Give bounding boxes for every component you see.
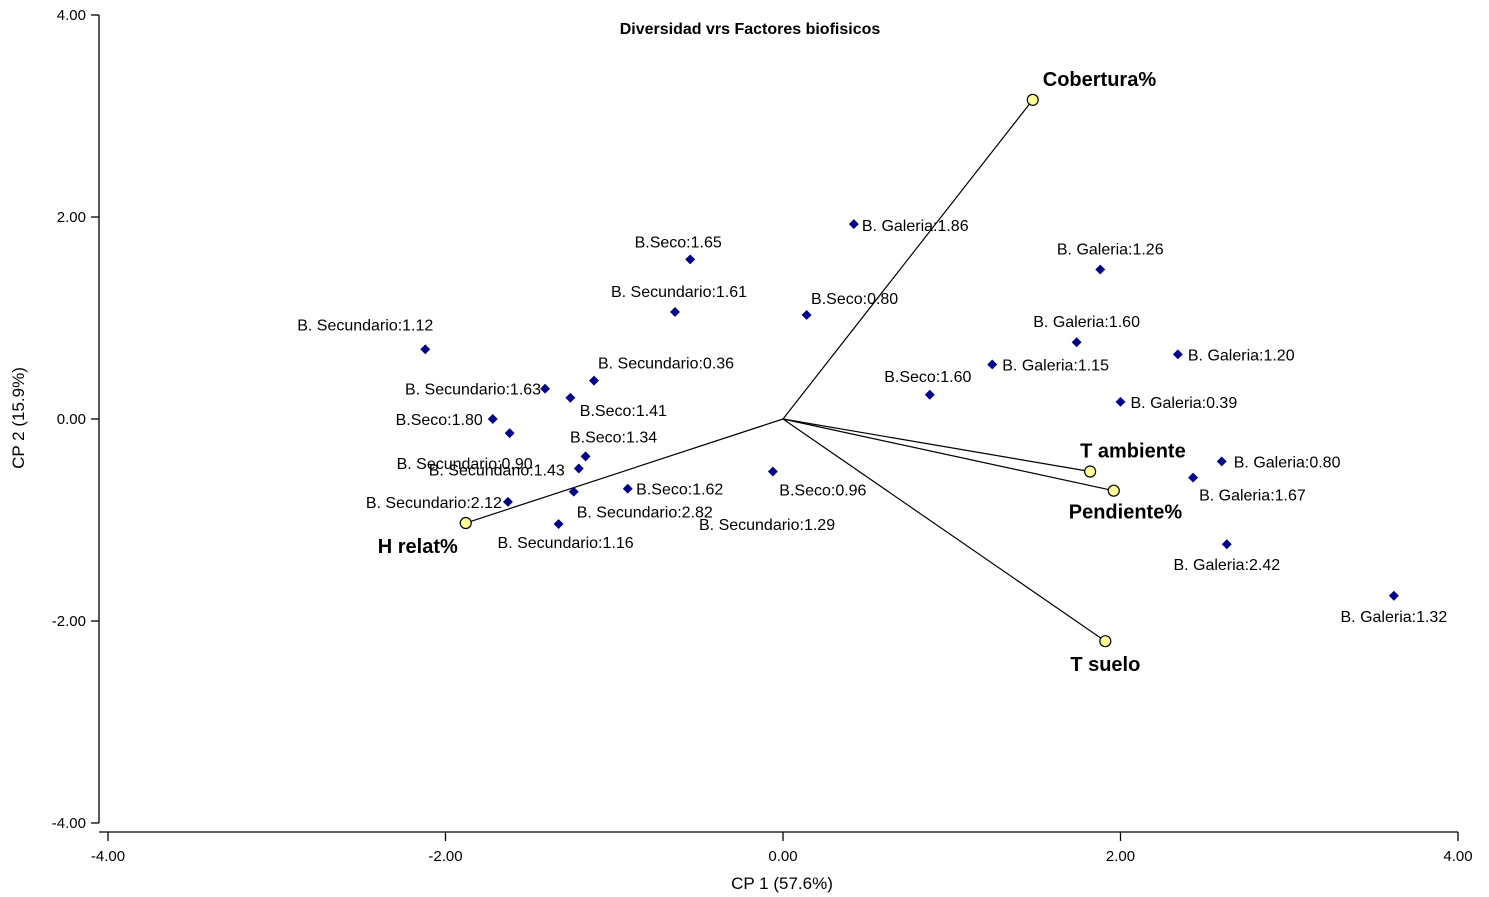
data-point-label: B. Galeria:1.32 bbox=[1341, 609, 1448, 626]
vector-line bbox=[782, 418, 1114, 492]
x-tick-label: 4.00 bbox=[1443, 848, 1472, 865]
vector-endpoint bbox=[1099, 635, 1112, 648]
data-point bbox=[573, 463, 584, 474]
data-point-label: B. Galeria:1.67 bbox=[1199, 488, 1306, 505]
data-point bbox=[1172, 349, 1183, 360]
data-point bbox=[848, 219, 859, 230]
vector-label: H relat% bbox=[378, 536, 458, 558]
data-point-label: B.Seco:0.96 bbox=[779, 483, 866, 500]
data-point-label: B.Seco:1.34 bbox=[570, 429, 657, 446]
data-point bbox=[589, 375, 599, 386]
data-point-label: B. Secundario:2.82 bbox=[577, 505, 713, 522]
data-point-label: B.Seco:0.80 bbox=[811, 291, 898, 308]
data-point-label: B. Galeria:2.42 bbox=[1173, 557, 1280, 574]
vector-endpoint bbox=[1084, 465, 1097, 478]
data-point bbox=[1115, 396, 1126, 407]
chart-title: Diversidad vrs Factores biofisicos bbox=[620, 21, 881, 38]
y-axis-title: CP 2 (15.9%) bbox=[9, 367, 28, 469]
data-point bbox=[568, 486, 579, 497]
data-point bbox=[1388, 590, 1399, 601]
data-point-label: B. Galeria:0.80 bbox=[1234, 454, 1341, 471]
data-point-label: B. Secundario:2.12 bbox=[366, 495, 502, 512]
x-ticks: -4.00 -2.00 0.00 2.00 4.00 bbox=[91, 832, 1473, 865]
data-point-label: B. Secundario:1.12 bbox=[297, 317, 433, 334]
data-point-label: B.Seco:1.60 bbox=[884, 369, 971, 386]
axes bbox=[98, 15, 1458, 833]
x-axis-title: CP 1 (57.6%) bbox=[731, 874, 833, 893]
vector-endpoint bbox=[1026, 93, 1039, 106]
data-point-label: B.Seco:1.62 bbox=[636, 482, 723, 499]
vectors: Cobertura% T ambiente Pendiente% T suelo H r… bbox=[378, 69, 1186, 676]
data-point bbox=[420, 344, 431, 355]
data-point-label: B. Secundario:1.16 bbox=[498, 535, 634, 552]
data-point-label: B. Secundario:0.90 bbox=[397, 456, 533, 473]
y-tick-label: -2.00 bbox=[52, 613, 86, 630]
data-point bbox=[767, 466, 778, 477]
data-point bbox=[502, 496, 513, 507]
data-point-label: B. Galeria:1.15 bbox=[1002, 357, 1109, 374]
data-point bbox=[504, 428, 515, 439]
data-point bbox=[622, 483, 633, 494]
data-point-label: B.Seco:1.65 bbox=[635, 234, 722, 251]
y-ticks: 4.00 2.00 0.00 -2.00 -4.00 bbox=[52, 7, 99, 832]
y-tick-label: 2.00 bbox=[57, 209, 86, 226]
points: B. Galeria:1.86 B. Galeria:1.26 B. Galeria… bbox=[297, 218, 1447, 626]
data-point bbox=[1216, 456, 1227, 467]
data-point-label: B.Seco:1.80 bbox=[396, 412, 483, 429]
x-tick-label: 2.00 bbox=[1106, 848, 1135, 865]
data-point bbox=[801, 310, 812, 320]
data-point bbox=[540, 383, 551, 394]
data-point bbox=[553, 519, 564, 529]
data-point-label: B. Galeria:0.39 bbox=[1131, 395, 1238, 412]
vector-label: T ambiente bbox=[1080, 441, 1186, 463]
data-point bbox=[580, 451, 591, 462]
data-point bbox=[987, 359, 998, 370]
x-tick-label: 0.00 bbox=[768, 848, 797, 865]
vector-label: Cobertura% bbox=[1043, 69, 1157, 91]
data-point bbox=[565, 392, 576, 403]
y-tick-label: -4.00 bbox=[52, 815, 86, 832]
vector-line bbox=[465, 418, 784, 524]
data-point-label: B. Galeria:1.60 bbox=[1033, 314, 1140, 331]
data-point-label: B. Galeria:1.86 bbox=[862, 218, 969, 235]
vector-endpoint bbox=[459, 516, 472, 530]
vector-endpoint bbox=[1107, 484, 1120, 497]
vector-label: T suelo bbox=[1070, 654, 1140, 676]
data-point bbox=[1221, 539, 1232, 550]
vector-line bbox=[782, 418, 1106, 642]
data-point bbox=[1188, 472, 1199, 483]
data-point-label: B.Seco:1.41 bbox=[580, 403, 667, 420]
data-point-label: B. Secundario:1.43 bbox=[429, 462, 565, 479]
data-point bbox=[685, 254, 696, 265]
data-point-label: B. Galeria:1.20 bbox=[1188, 347, 1295, 364]
data-point-label: B. Secundario:1.63 bbox=[405, 382, 541, 399]
data-point bbox=[1071, 337, 1082, 348]
data-point-label: B. Secundario:1.61 bbox=[611, 284, 747, 301]
x-tick-label: -4.00 bbox=[91, 848, 125, 865]
data-point bbox=[1095, 264, 1106, 275]
data-point-label: B. Secundario:0.36 bbox=[598, 356, 734, 373]
vector-line bbox=[782, 99, 1034, 420]
y-tick-label: 4.00 bbox=[57, 7, 86, 24]
y-tick-label: 0.00 bbox=[57, 411, 86, 428]
data-point bbox=[487, 414, 498, 424]
vector-line bbox=[782, 418, 1091, 473]
vector-label: Pendiente% bbox=[1069, 502, 1183, 524]
data-point-label: B. Galeria:1.26 bbox=[1057, 242, 1164, 259]
data-point-label: B. Secundario:1.29 bbox=[699, 517, 835, 534]
x-tick-label: -2.00 bbox=[428, 848, 462, 865]
data-point bbox=[924, 389, 935, 400]
data-point bbox=[670, 306, 680, 317]
